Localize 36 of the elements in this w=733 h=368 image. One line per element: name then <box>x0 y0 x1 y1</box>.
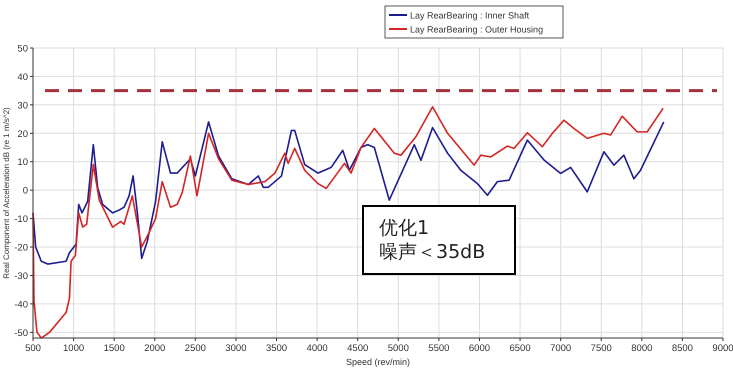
y-tick-label: 10 <box>17 157 28 168</box>
y-tick-label: -30 <box>14 270 28 282</box>
y-tick-label: 30 <box>17 100 28 112</box>
legend-label: Lay RearBearing : Outer Housing <box>410 24 544 34</box>
x-tick-label: 6000 <box>468 343 490 354</box>
annotation: 优化1 噪声＜35dB <box>379 217 486 263</box>
x-tick-label: 3500 <box>266 343 288 354</box>
legend-label: Lay RearBearing : Inner Shaft <box>410 10 530 20</box>
x-tick-label: 3000 <box>225 343 247 354</box>
y-tick-label: -20 <box>14 242 28 254</box>
x-tick-label: 4000 <box>306 343 328 354</box>
x-axis-title: Speed (rev/min) <box>346 357 410 367</box>
x-tick-label: 500 <box>25 343 41 354</box>
y-tick-label: 0 <box>22 186 28 197</box>
x-tick-label: 9000 <box>712 343 733 354</box>
x-tick-label: 8000 <box>631 343 652 354</box>
line-series <box>32 106 664 339</box>
x-tick-label: 1500 <box>104 343 125 354</box>
y-axis-title: Real Component of Acceleration dB (re 1 m/s^2) <box>2 106 11 279</box>
y-tick-label: -10 <box>14 214 28 226</box>
x-tick-label: 7500 <box>590 343 612 354</box>
x-tick-label: 5000 <box>388 343 409 354</box>
x-tick-label: 1000 <box>63 343 84 354</box>
x-tick-label: 8500 <box>672 343 693 354</box>
y-tick-label: -50 <box>14 328 28 339</box>
y-tick-label: -40 <box>14 299 28 310</box>
line-series <box>32 121 665 265</box>
y-tick-label: 50 <box>17 44 28 54</box>
x-tick-label: 7000 <box>550 343 572 354</box>
x-tick-label: 5500 <box>428 343 450 354</box>
x-tick-label: 4500 <box>347 343 368 354</box>
x-tick-label: 2000 <box>144 343 166 354</box>
x-tick-label: 2500 <box>184 343 206 354</box>
y-tick-label: 20 <box>17 128 28 140</box>
x-tick-label: 6500 <box>509 343 531 354</box>
y-tick-label: 40 <box>17 72 28 83</box>
